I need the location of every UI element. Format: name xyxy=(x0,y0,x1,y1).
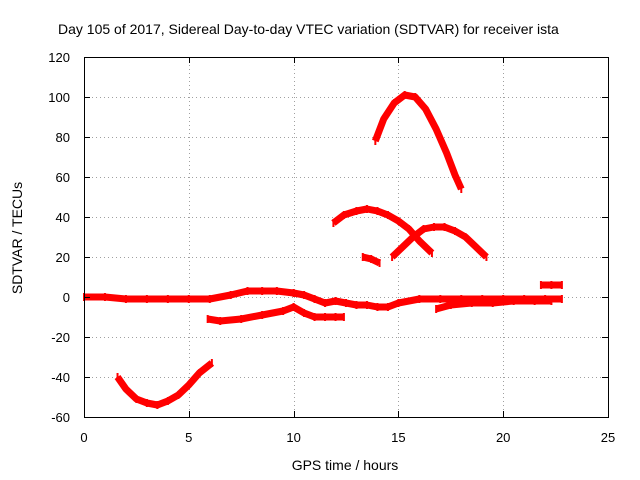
x-tick-label: 25 xyxy=(601,430,615,445)
y-tick-label: -40 xyxy=(51,370,70,385)
y-tick-label: 40 xyxy=(56,210,70,225)
trace-negative-arc xyxy=(114,360,215,409)
tick-layer: 0 5 10 15 20 25 -60 -40 -20 0 20 40 60 80 100 120 xyxy=(48,50,615,445)
x-tick-label: 15 xyxy=(391,430,405,445)
x-tick-label: 5 xyxy=(185,430,192,445)
plot-frame xyxy=(84,57,609,418)
y-tick-label: 80 xyxy=(56,130,70,145)
y-axis-label: SDTVAR / TECUs xyxy=(9,182,25,294)
trace-baseline xyxy=(84,287,562,311)
y-tick-label: 0 xyxy=(63,290,70,305)
trace-right-arc xyxy=(389,223,489,260)
x-axis-label: GPS time / hours xyxy=(292,457,399,473)
y-tick-label: -20 xyxy=(51,330,70,345)
y-tick-label: 20 xyxy=(56,250,70,265)
trace-layer xyxy=(83,91,563,409)
y-tick-label: 60 xyxy=(56,170,70,185)
y-tick-label: 120 xyxy=(48,50,70,65)
y-tick-label: -60 xyxy=(51,410,70,425)
trace-high-arc xyxy=(372,91,465,191)
chart-title: Day 105 of 2017, Sidereal Day-to-day VTE… xyxy=(58,21,559,37)
x-tick-label: 20 xyxy=(496,430,510,445)
x-tick-label: 0 xyxy=(80,430,87,445)
y-tick-label: 100 xyxy=(48,90,70,105)
x-tick-label: 10 xyxy=(286,430,300,445)
